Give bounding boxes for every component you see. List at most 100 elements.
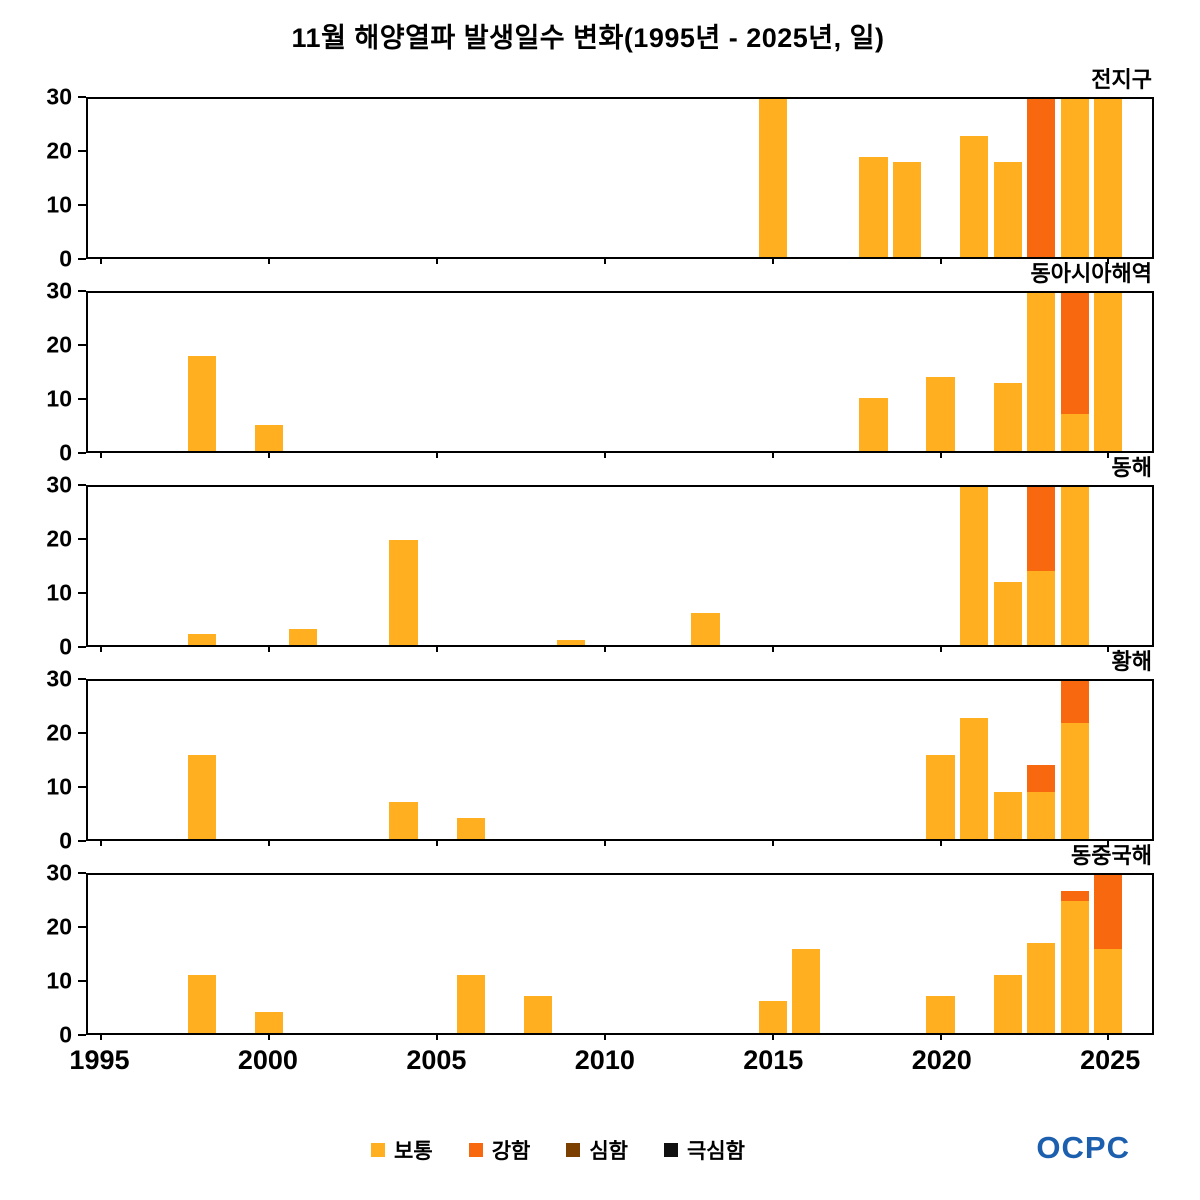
x-tick-mark: [436, 257, 439, 264]
y-axis: 0 10 20 30: [22, 667, 86, 852]
x-tick-mark: [603, 645, 606, 652]
stacked-bar: [960, 487, 989, 645]
stacked-bar: [691, 487, 720, 645]
stacked-bar: [188, 875, 217, 1033]
x-tick-mark: [436, 645, 439, 652]
ocpc-logo: OCPC: [1036, 1130, 1130, 1165]
stacked-bar: [960, 99, 989, 257]
y-tick-mark: [78, 150, 86, 152]
legend-label: 심함: [589, 1140, 628, 1163]
stacked-bar: [859, 99, 888, 257]
plot-area: [86, 679, 1154, 846]
x-tick-mark: [771, 1033, 774, 1040]
bar-segment-moderate: [1060, 901, 1089, 1033]
x-tick-label: 1995: [69, 1045, 130, 1075]
stacked-bar: [758, 875, 787, 1033]
bar-segment-moderate: [1027, 943, 1056, 1033]
x-tick-mark: [603, 1033, 606, 1040]
stacked-bar: [792, 875, 821, 1033]
stacked-bar: [255, 875, 284, 1033]
x-tick-mark: [100, 451, 103, 458]
bar-segment-moderate: [1060, 723, 1089, 839]
plot-area: [86, 873, 1154, 1040]
y-tick-mark: [78, 452, 86, 454]
stacked-bar: [255, 293, 284, 451]
y-tick-mark: [78, 398, 86, 400]
stacked-bar: [1027, 875, 1056, 1033]
x-tick-mark: [603, 451, 606, 458]
bar-segment-moderate: [960, 135, 989, 257]
bar-segment-moderate: [993, 382, 1022, 451]
legend-swatch-severe: [566, 1143, 581, 1157]
bar-segment-moderate: [1060, 414, 1089, 451]
panel-title: 동해: [1111, 455, 1152, 480]
chart-panel: 동아시아해역 0 10 20 30: [22, 259, 1154, 464]
y-tick-mark: [78, 592, 86, 594]
x-tick-mark: [100, 257, 103, 264]
x-tick-mark: [771, 257, 774, 264]
stacked-bar: [456, 681, 485, 839]
x-tick-mark: [100, 645, 103, 652]
bar-segment-moderate: [389, 802, 418, 839]
y-tick-mark: [78, 872, 86, 874]
stacked-bar: [993, 681, 1022, 839]
stacked-bar: [1094, 293, 1123, 451]
stacked-bar: [188, 487, 217, 645]
legend-item-strong: 강함: [468, 1135, 530, 1165]
y-tick-label: 0: [59, 439, 72, 466]
bar-segment-moderate: [1027, 791, 1056, 839]
chart-panel: 동해 0 10 20 30: [22, 453, 1154, 658]
y-tick-label: 20: [46, 331, 72, 358]
panels: 전지구 0 10 20 30 동아시아해역 0 10 20 30 동해 0 10 20 30 황해…: [22, 65, 1154, 1046]
y-tick-label: 10: [46, 191, 72, 218]
y-axis: 0 10 20 30: [22, 85, 86, 270]
y-tick-mark: [78, 1034, 86, 1036]
y-axis: 0 10 20 30: [22, 279, 86, 464]
y-tick-mark: [78, 484, 86, 486]
bar-segment-strong: [1027, 99, 1056, 257]
y-tick-label: 20: [46, 719, 72, 746]
bar-segment-moderate: [255, 1011, 284, 1033]
chart-title: 11월 해양열파 발생일수 변화(1995년 - 2025년, 일): [291, 23, 885, 53]
x-tick-mark: [268, 1033, 271, 1040]
x-tick-mark: [603, 257, 606, 264]
x-axis-labels: 1995 2000 2005 2010 2015 2020 2025: [69, 1039, 1154, 1083]
panel-title: 황해: [1111, 649, 1152, 674]
y-tick-mark: [78, 840, 86, 842]
y-tick-mark: [78, 678, 86, 680]
stacked-bar: [859, 293, 888, 451]
bar-segment-moderate: [1060, 99, 1089, 257]
bar-segment-moderate: [993, 975, 1022, 1033]
x-tick-label: 2010: [574, 1045, 635, 1075]
legend-item-severe: 심함: [566, 1135, 628, 1165]
y-tick-label: 10: [46, 579, 72, 606]
bar-segment-moderate: [691, 613, 720, 645]
stacked-bar: [188, 681, 217, 839]
stacked-bar: [993, 99, 1022, 257]
x-tick-mark: [100, 1033, 103, 1040]
x-tick-mark: [771, 839, 774, 846]
panel-title: 동중국해: [1071, 843, 1152, 868]
legend: 보통 강함 심함 극심함: [0, 1125, 1124, 1175]
x-tick-mark: [268, 451, 271, 458]
bar-segment-moderate: [188, 356, 217, 451]
x-tick-mark: [771, 645, 774, 652]
bar-segment-strong: [1060, 681, 1089, 724]
y-tick-label: 30: [46, 277, 72, 304]
legend-item-extreme: 극심함: [663, 1135, 745, 1165]
bar-segment-moderate: [758, 1001, 787, 1033]
plot-area: [86, 485, 1154, 652]
bar-segment-moderate: [523, 996, 552, 1033]
stacked-bar: [1060, 875, 1089, 1033]
bar-segment-strong: [1094, 875, 1123, 949]
stacked-bar: [1027, 487, 1056, 645]
bar-segment-moderate: [557, 639, 586, 645]
stacked-bar: [926, 293, 955, 451]
bar-segment-moderate: [993, 791, 1022, 839]
legend-item-moderate: 보통: [371, 1135, 433, 1165]
x-tick-label: 2015: [743, 1045, 804, 1075]
bar-segment-moderate: [188, 634, 217, 645]
plot-area: [86, 97, 1154, 264]
stacked-bar: [1094, 875, 1123, 1033]
y-tick-mark: [78, 786, 86, 788]
